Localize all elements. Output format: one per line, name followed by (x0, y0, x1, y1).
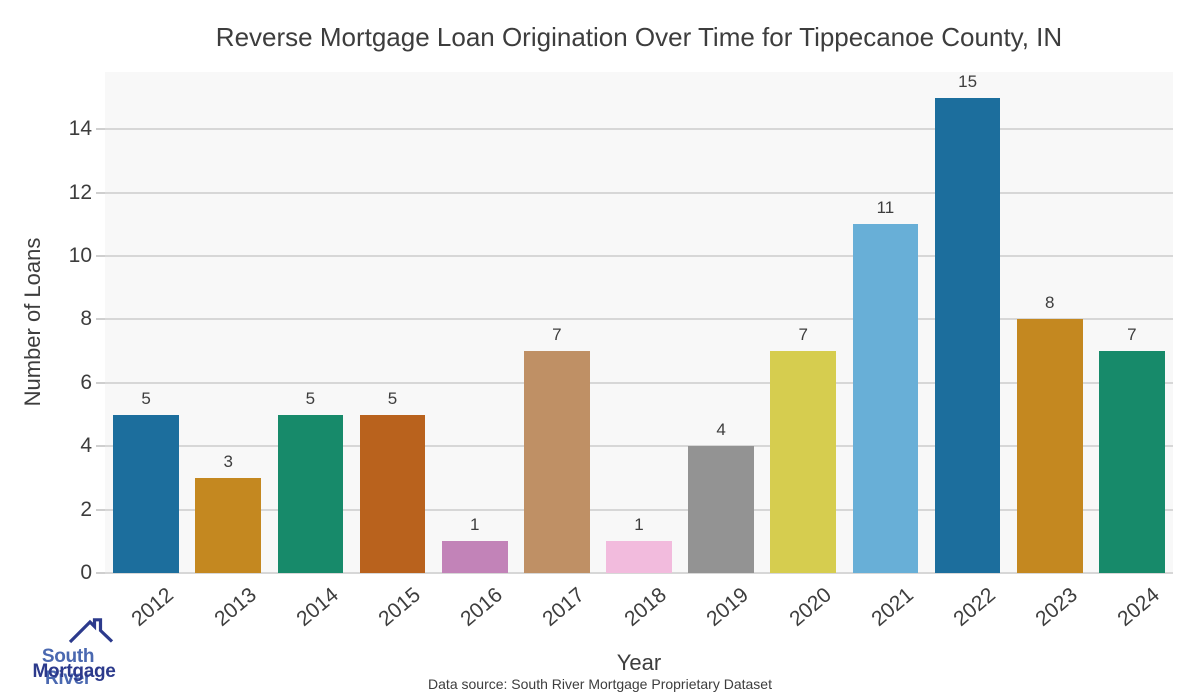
gridline (105, 318, 1173, 321)
x-tick-label-text: 2020 (784, 583, 836, 631)
bar-value-label: 5 (387, 388, 398, 408)
bar (277, 414, 344, 573)
y-tick-label: 2 (80, 497, 92, 521)
x-axis-line (105, 572, 1173, 574)
x-tick-label-text: 2022 (949, 583, 1000, 631)
bar-value-label: 11 (876, 198, 895, 218)
bar-value-label: 4 (716, 420, 726, 440)
y-tick-label: 0 (80, 561, 92, 584)
gridline (105, 445, 1173, 448)
bar-value-label: 7 (552, 325, 562, 345)
bar-value-label: 15 (958, 71, 978, 91)
y-tick-mark (96, 572, 105, 574)
y-tick-label: 8 (80, 307, 92, 331)
x-tick-label-text: 2015 (374, 583, 425, 631)
y-tick-mark (96, 381, 105, 384)
bar-value-label: 5 (141, 388, 151, 408)
bar (606, 541, 672, 573)
gridline (105, 255, 1173, 257)
y-tick-label: 6 (80, 370, 92, 394)
bar (523, 351, 590, 573)
house-roof-icon (68, 618, 114, 644)
y-tick-mark (96, 318, 105, 321)
x-tick-label-text: 2024 (1113, 583, 1165, 631)
y-tick-mark (96, 255, 105, 257)
chart-title: Reverse Mortgage Loan Origination Over T… (215, 22, 1063, 52)
logo-text-mortgage: Mortgage (32, 661, 116, 682)
gridline (105, 381, 1173, 384)
gridline (105, 508, 1173, 511)
bar-value-label: 8 (1045, 293, 1055, 313)
bar (359, 414, 426, 573)
bar (1016, 319, 1083, 573)
y-tick-label: 4 (80, 434, 92, 458)
y-tick-mark (96, 128, 105, 131)
x-tick-label-text: 2017 (538, 583, 589, 631)
bar-value-label: 3 (223, 451, 233, 471)
y-tick-label: 10 (68, 244, 92, 267)
logo-text-south-river: South River (41, 646, 95, 689)
bar (441, 541, 508, 573)
x-tick-label-text: 2013 (209, 583, 261, 631)
bar (852, 224, 919, 573)
x-tick-label-text: 2021 (867, 583, 918, 631)
y-tick-mark (96, 445, 105, 448)
gridline (105, 191, 1173, 194)
x-tick-label-text: 2014 (291, 583, 343, 631)
x-tick-label-text: 2012 (127, 583, 179, 631)
gridline (105, 128, 1173, 131)
bar-value-label: 5 (305, 388, 316, 408)
y-tick-mark (96, 191, 105, 194)
y-tick-label: 12 (68, 180, 92, 204)
bar-value-label: 1 (469, 515, 480, 535)
y-tick-label: 14 (68, 117, 92, 141)
bar-value-label: 7 (798, 325, 809, 345)
x-tick-label-text: 2023 (1031, 583, 1082, 631)
x-tick-label-text: 2019 (702, 583, 754, 631)
x-tick-label-text: 2018 (620, 583, 672, 631)
x-tick-label-text: 2016 (456, 583, 507, 631)
bar-value-label: 7 (1127, 325, 1137, 345)
company-logo: South River Mortgage (14, 610, 134, 689)
bar (113, 414, 179, 573)
plot-background (105, 72, 1173, 573)
bar (934, 97, 1001, 573)
data-source-note: Data source: South River Mortgage Propri… (428, 676, 772, 692)
bar (195, 477, 262, 573)
bar (770, 351, 837, 573)
bar-value-label: 1 (634, 515, 644, 535)
bar (1099, 351, 1165, 573)
x-axis-label: Year (616, 650, 662, 675)
bar (688, 446, 754, 573)
y-tick-mark (96, 508, 105, 511)
